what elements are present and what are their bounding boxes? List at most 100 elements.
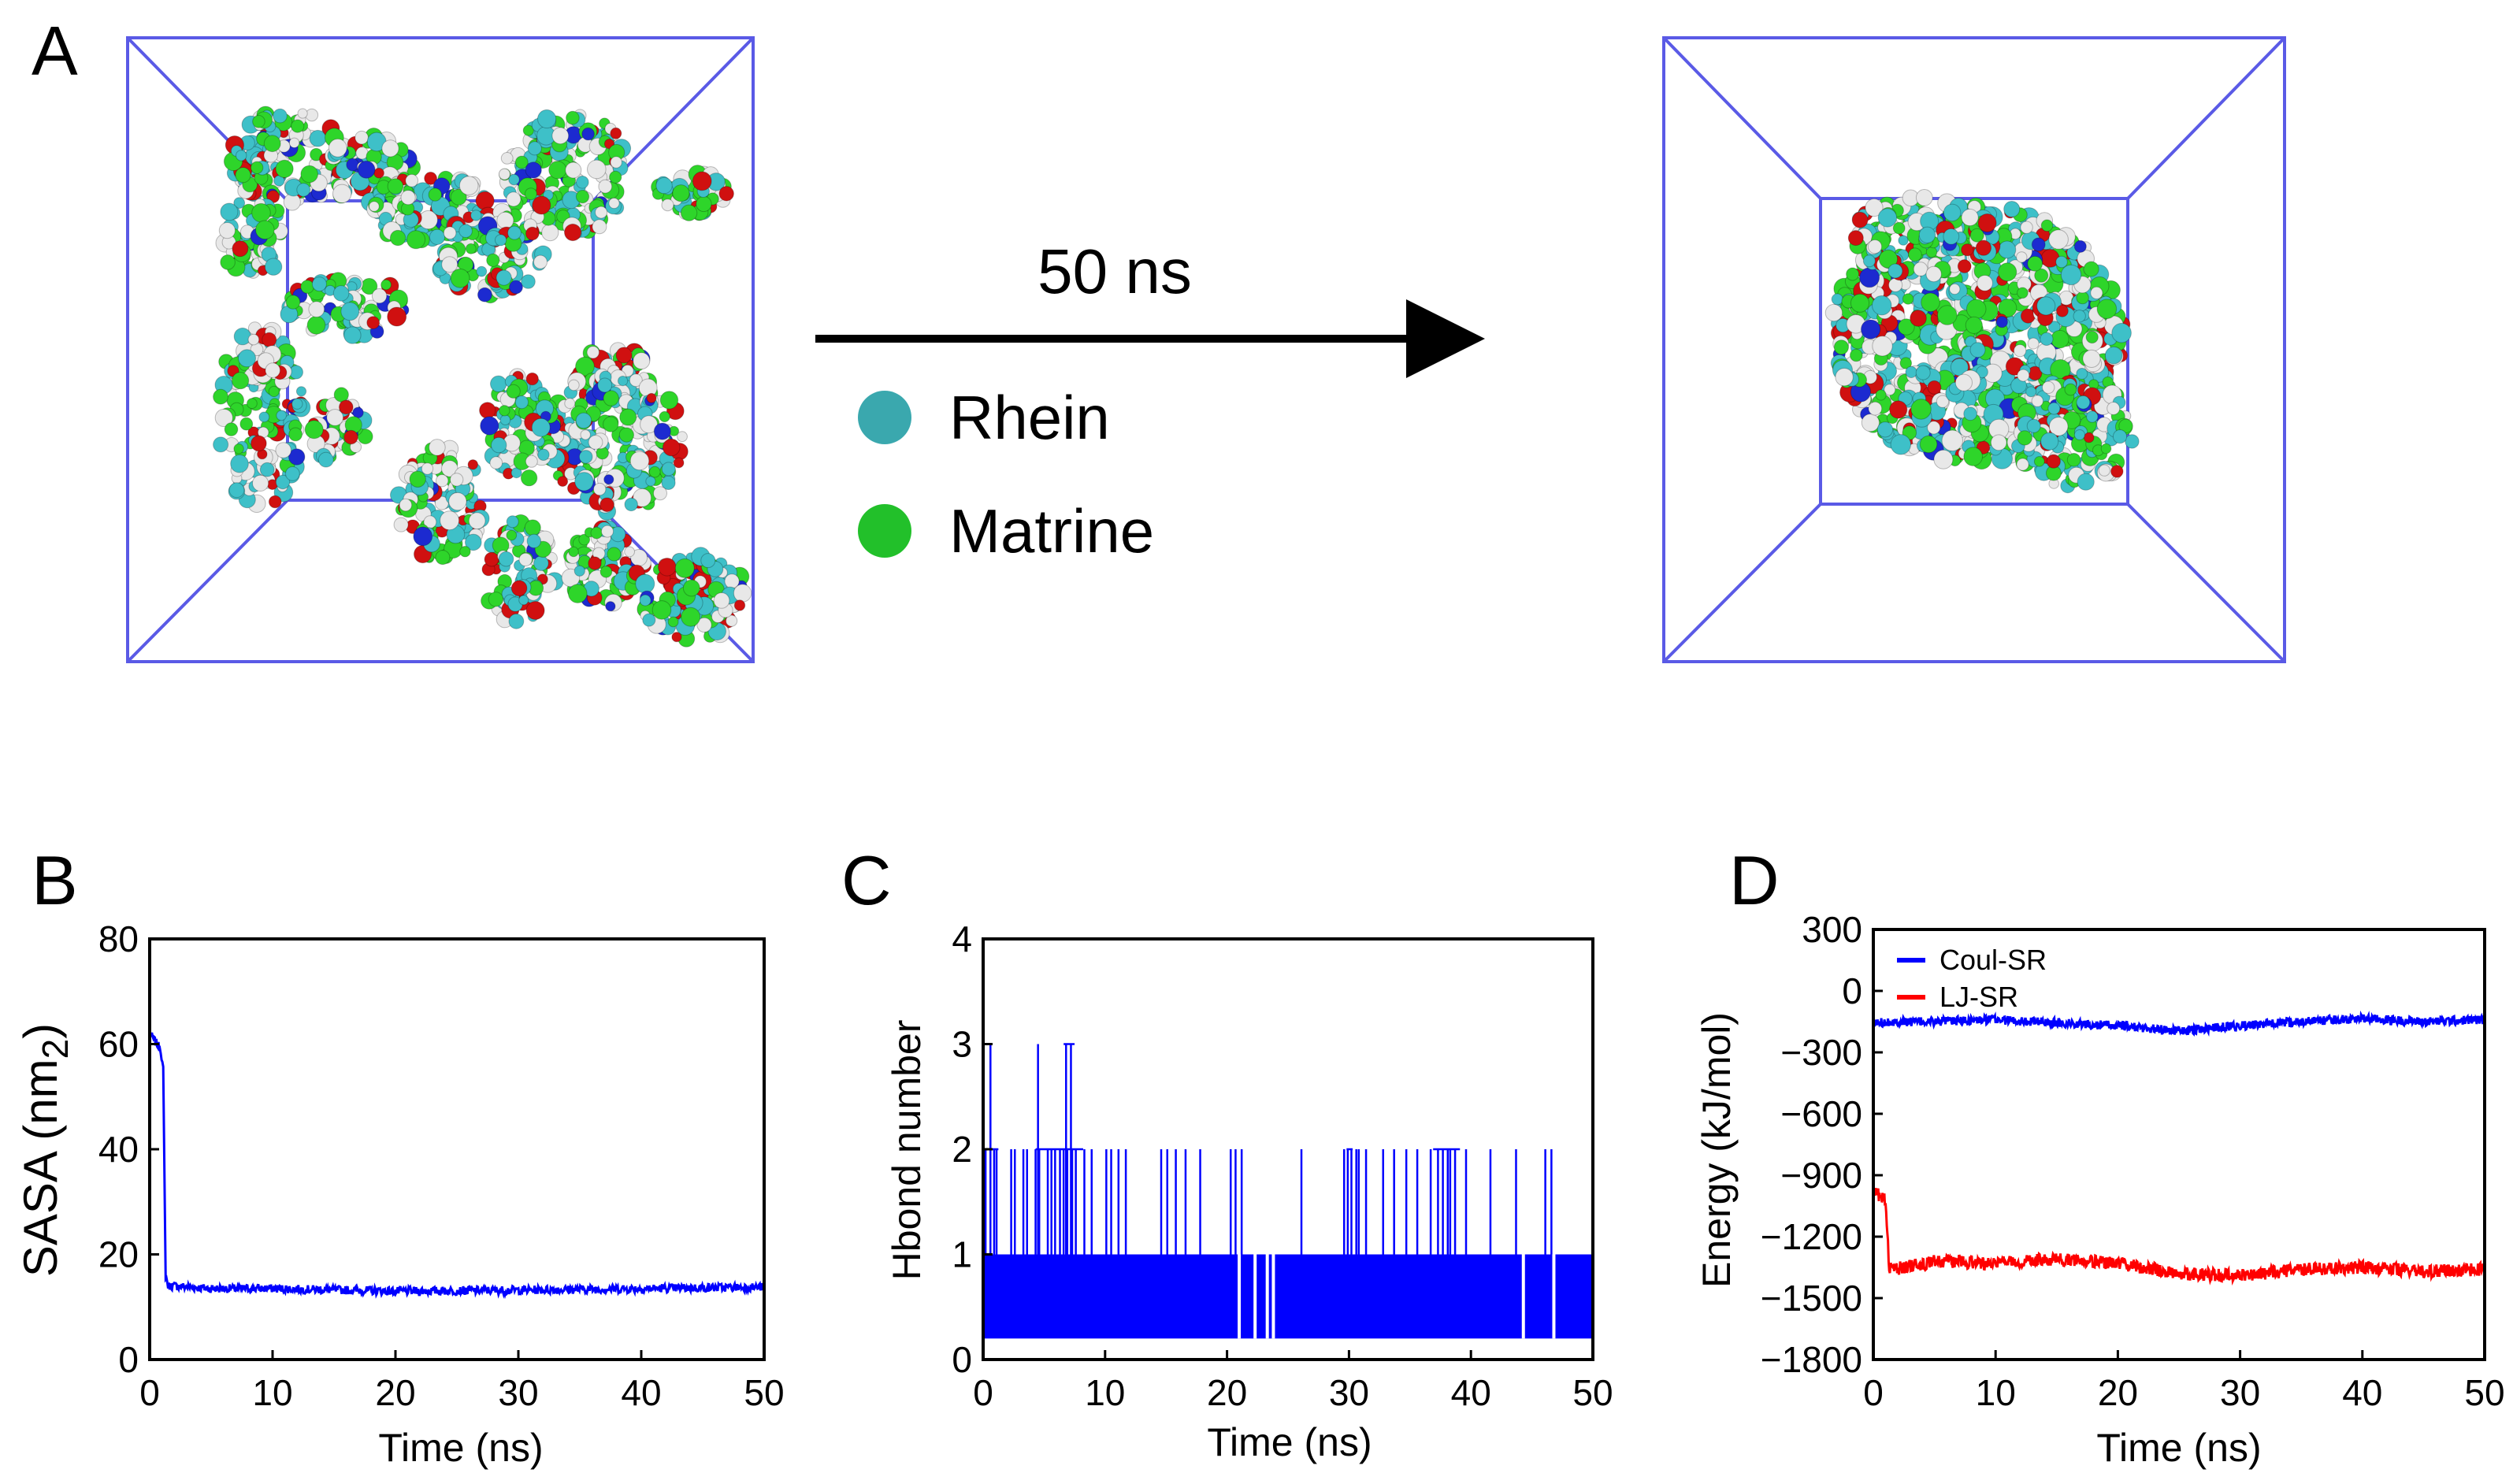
x-tick-label: 10	[1976, 1372, 2016, 1413]
atom	[285, 466, 300, 481]
atom	[317, 451, 334, 468]
atom	[564, 398, 576, 410]
atom	[2040, 219, 2054, 232]
atom	[565, 161, 582, 179]
atom	[1969, 342, 1986, 358]
atom	[429, 439, 446, 456]
atom	[2090, 286, 2103, 299]
atom	[467, 459, 478, 470]
atom	[610, 156, 622, 169]
atom	[2055, 255, 2068, 269]
atom	[343, 326, 362, 344]
atom	[264, 258, 283, 276]
atom	[275, 159, 294, 178]
atom	[326, 409, 344, 426]
series-sasa	[148, 1032, 766, 1300]
atom	[653, 486, 667, 501]
hbond-gap	[1552, 1254, 1556, 1339]
atom	[667, 616, 679, 628]
atom	[1910, 399, 1932, 420]
hbond-gap	[1521, 1254, 1525, 1339]
atom	[648, 466, 661, 478]
atom	[2031, 237, 2046, 252]
atom	[268, 385, 280, 398]
y-tick-label: −300	[1780, 1032, 1862, 1073]
atom	[578, 450, 593, 464]
y-tick-label: 1	[952, 1234, 972, 1275]
atom	[548, 161, 567, 180]
atom	[2110, 465, 2124, 478]
hbond-line-group	[983, 1043, 1593, 1339]
atom	[1954, 373, 1973, 391]
atom	[263, 135, 281, 153]
atom	[1949, 283, 1961, 295]
atom	[532, 195, 551, 215]
atom	[1915, 189, 1933, 206]
atom	[275, 474, 291, 490]
atom	[603, 416, 619, 432]
panel-b-sasa-chart: B 0 10 20 30 40 50 0 20 40 60 80 Time (ns) SASA (n…	[14, 841, 785, 1470]
atom	[518, 552, 533, 567]
y-tick-label: 2	[952, 1129, 972, 1170]
atom	[252, 474, 269, 492]
atom	[659, 391, 679, 410]
atom	[2025, 386, 2037, 398]
box-edge	[2126, 503, 2286, 663]
atom	[465, 533, 482, 551]
atom	[496, 211, 514, 229]
atom	[618, 376, 629, 387]
atom	[2082, 349, 2101, 368]
atom	[450, 188, 467, 206]
atom	[500, 152, 514, 165]
atom	[273, 108, 288, 124]
box-edge	[1662, 503, 1822, 663]
atom	[533, 254, 548, 269]
atom	[508, 613, 525, 629]
atom	[1919, 435, 1938, 454]
atom	[409, 470, 426, 488]
atom	[651, 600, 672, 620]
atom	[662, 438, 681, 457]
atom	[624, 546, 635, 558]
atom	[1898, 235, 1909, 246]
atom	[1977, 275, 1993, 291]
atom	[1847, 230, 1864, 247]
atom	[2016, 251, 2028, 263]
y-tick-label: −1500	[1761, 1278, 1862, 1319]
atom	[1867, 239, 1883, 254]
atom	[352, 406, 364, 418]
atom	[700, 553, 716, 569]
atom	[573, 565, 585, 577]
atom	[1965, 299, 1987, 320]
atom	[682, 579, 700, 597]
atom	[475, 191, 495, 210]
atom	[2100, 443, 2112, 454]
panel-c-letter: C	[841, 841, 892, 919]
atom	[1824, 303, 1843, 322]
atom	[499, 405, 510, 417]
atom	[1943, 203, 1962, 222]
atom	[525, 601, 545, 620]
atom	[1835, 368, 1854, 387]
plot-frame	[148, 937, 766, 1361]
y-tick-label: 20	[98, 1234, 139, 1275]
atom	[2048, 229, 2069, 250]
atom	[406, 230, 426, 250]
atom	[680, 204, 698, 221]
atom	[233, 443, 244, 454]
atom	[692, 171, 712, 191]
panel-a: A 50 ns Rhein Matrine	[32, 12, 2286, 663]
atom	[1925, 246, 1938, 258]
atom	[599, 497, 614, 513]
atom	[575, 412, 592, 429]
x-axis-title: Time (ns)	[378, 1426, 543, 1470]
atom	[599, 566, 613, 578]
atom	[413, 526, 433, 547]
y-tick-label: 4	[952, 918, 972, 959]
atom	[300, 280, 314, 294]
atom	[252, 115, 265, 128]
x-tick-label: 10	[1085, 1372, 1125, 1413]
atom	[1933, 449, 1954, 469]
atom	[2107, 402, 2121, 415]
atom	[239, 417, 254, 431]
